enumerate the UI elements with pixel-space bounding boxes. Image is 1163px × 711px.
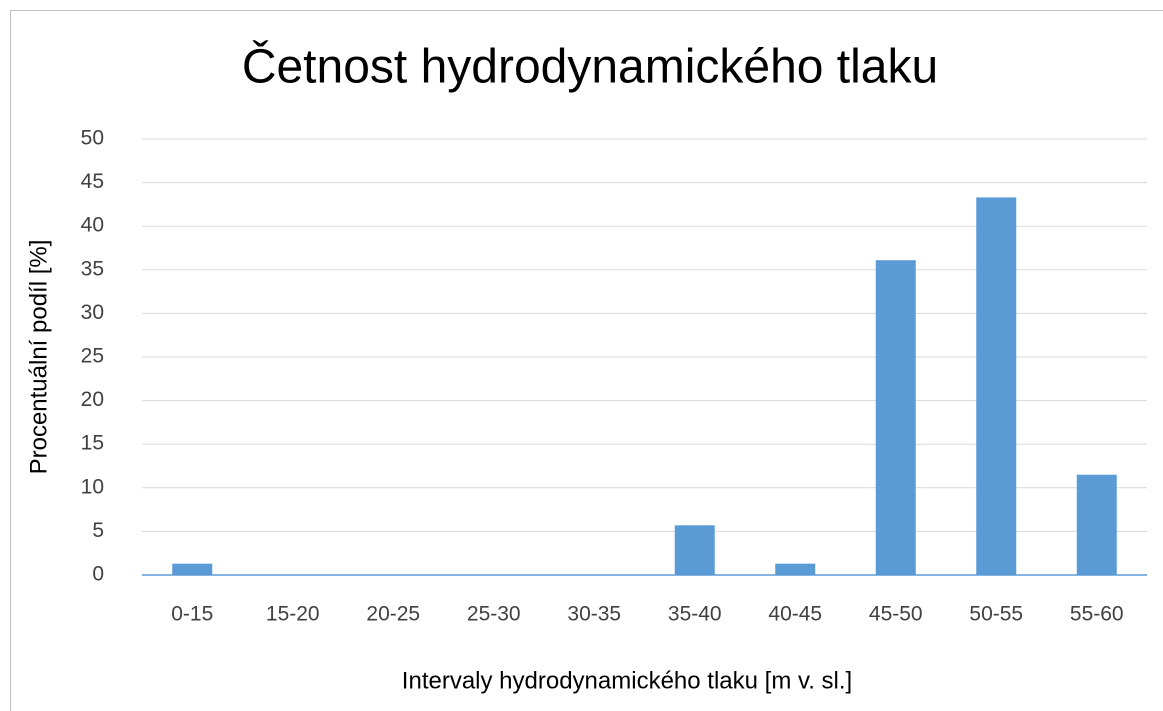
y-tick-label: 45 — [81, 170, 104, 193]
y-tick-label: 40 — [81, 214, 104, 237]
x-tick-label: 50-55 — [969, 603, 1023, 626]
x-tick-label: 45-50 — [869, 603, 923, 626]
x-tick-label: 30-35 — [567, 603, 621, 626]
y-tick-label: 15 — [81, 432, 104, 455]
x-tick-label: 0-15 — [171, 603, 213, 626]
y-tick-label: 0 — [92, 563, 104, 586]
x-tick-label: 25-30 — [467, 603, 521, 626]
bar — [172, 563, 213, 575]
y-tick-label: 50 — [81, 127, 104, 150]
bar — [875, 260, 916, 575]
x-tick-label: 35-40 — [668, 603, 722, 626]
x-tick-label: 15-20 — [266, 603, 320, 626]
y-tick-label: 30 — [81, 301, 104, 324]
x-tick-label: 20-25 — [366, 603, 420, 626]
y-tick-label: 35 — [81, 257, 104, 280]
bar — [976, 197, 1017, 575]
x-tick-label: 55-60 — [1070, 603, 1124, 626]
x-axis-label: Intervaly hydrodynamického tlaku [m v. s… — [402, 667, 852, 694]
chart-frame — [10, 10, 1163, 711]
y-tick-label: 25 — [81, 345, 104, 368]
y-tick-label: 5 — [92, 519, 104, 542]
y-axis-label: Procentuální podíl [%] — [25, 240, 52, 475]
x-tick-label: 40-45 — [768, 603, 822, 626]
chart-title: Četnost hydrodynamického tlaku — [242, 40, 938, 94]
y-tick-label: 10 — [81, 475, 104, 498]
bar — [775, 563, 816, 575]
bar — [1076, 474, 1117, 575]
bar — [674, 525, 715, 575]
y-tick-label: 20 — [81, 388, 104, 411]
